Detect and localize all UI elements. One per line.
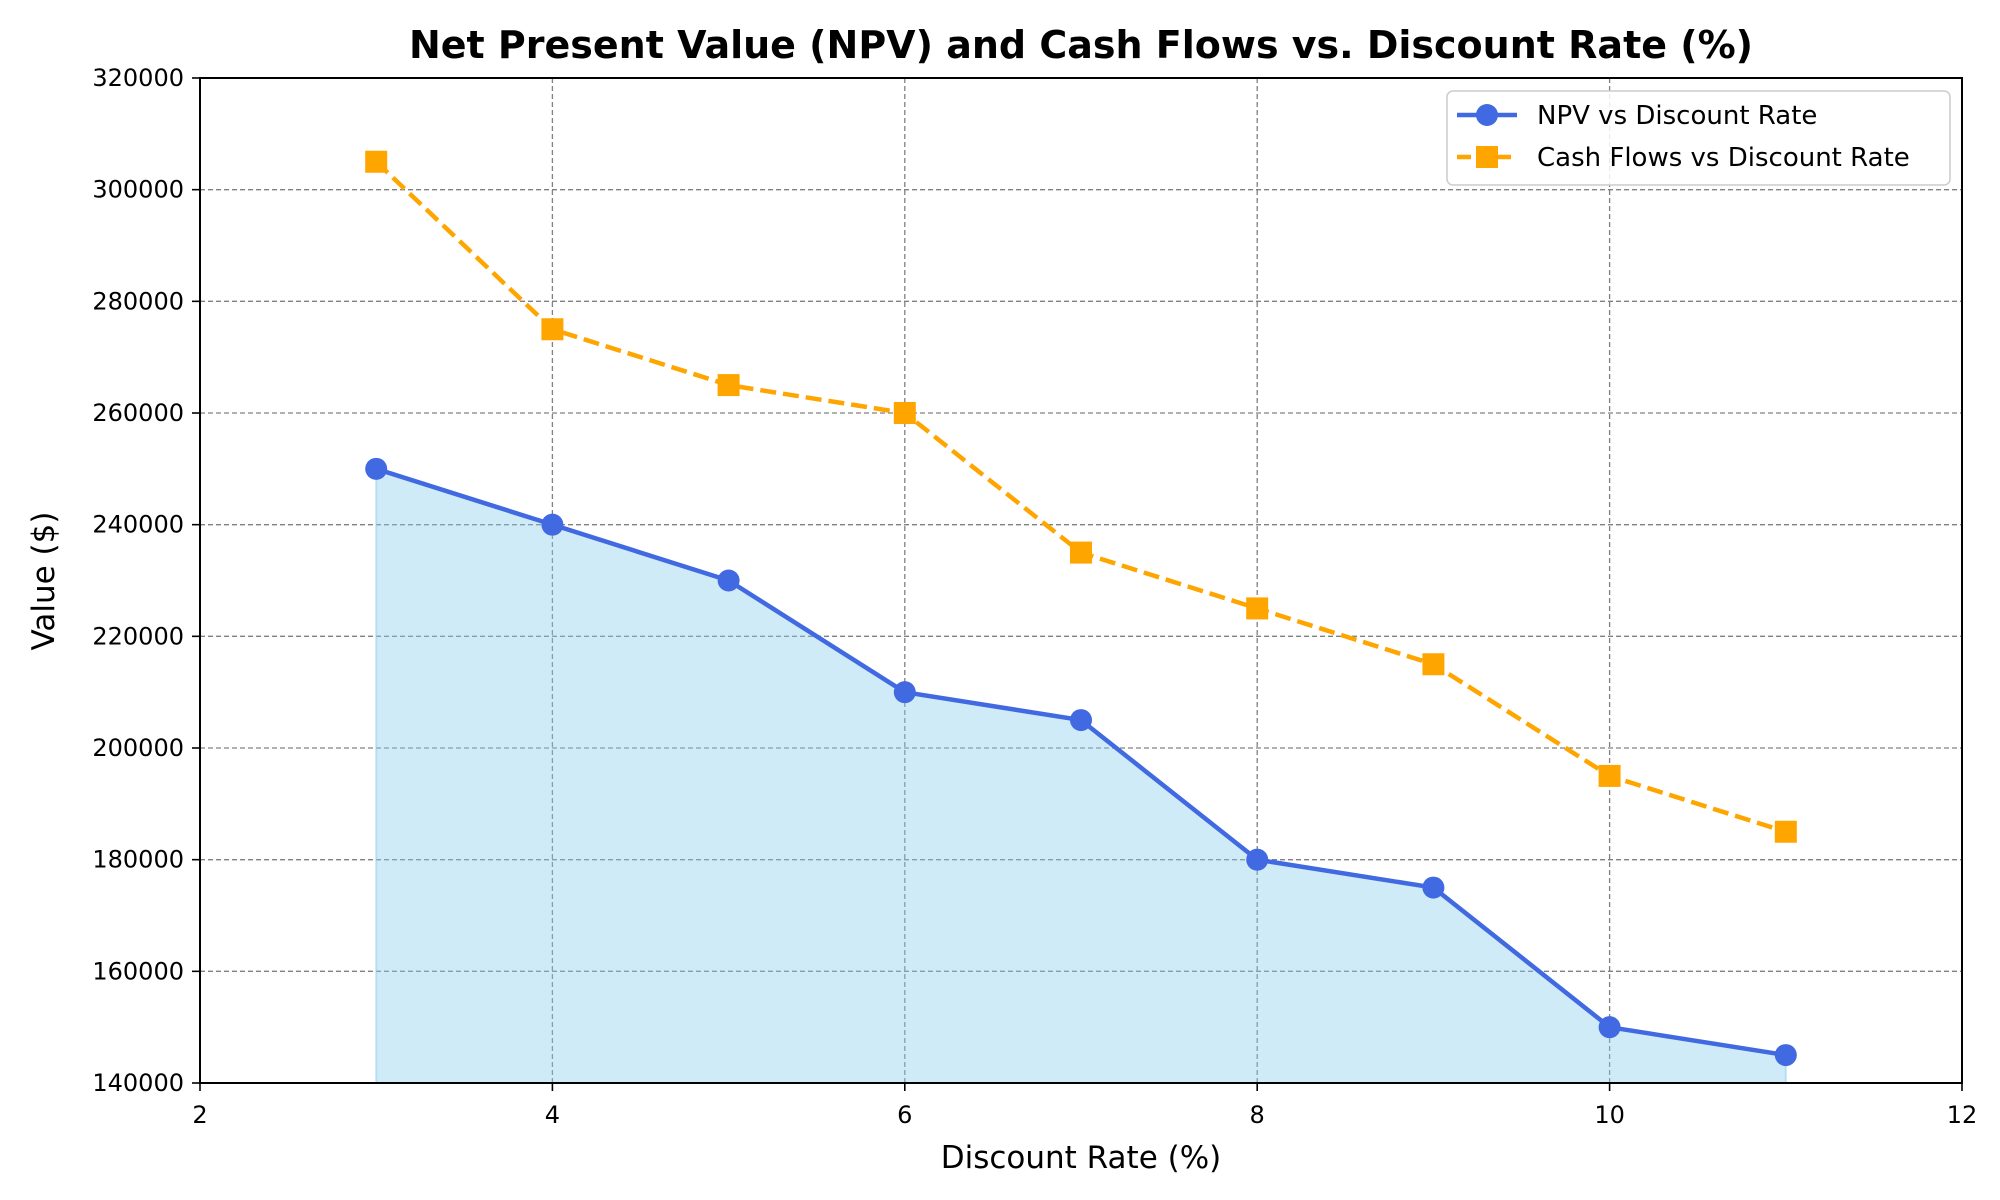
series-point	[365, 457, 388, 480]
series-layer	[365, 150, 1797, 1067]
series-point	[717, 374, 740, 397]
x-tick-label: 8	[1250, 1101, 1265, 1129]
series-point	[1598, 1016, 1621, 1039]
series-point	[1422, 653, 1445, 676]
x-tick-label: 6	[897, 1101, 912, 1129]
series-point	[717, 569, 740, 592]
series-point	[365, 150, 388, 173]
series-point	[1598, 764, 1621, 787]
series-point	[893, 402, 916, 424]
y-tick-label: 140000	[92, 1069, 184, 1097]
y-tick-label: 240000	[92, 511, 184, 539]
series-point	[893, 681, 916, 704]
plot-frame	[199, 77, 1963, 1084]
legend-marker-circle	[1476, 104, 1498, 126]
axes	[199, 77, 1963, 1084]
x-axis-label: Discount Rate (%)	[941, 1140, 1222, 1176]
series-point	[1246, 848, 1269, 871]
y-tick-label: 280000	[92, 287, 184, 315]
y-axis-label: Value ($)	[26, 512, 62, 651]
y-tick-label: 180000	[92, 846, 184, 874]
legend-marker-square	[1476, 146, 1498, 168]
series-point	[1070, 709, 1092, 732]
series-point	[1246, 597, 1269, 620]
legend-label: Cash Flows vs Discount Rate	[1537, 143, 1910, 173]
series-point	[1422, 876, 1445, 899]
y-tick-label: 200000	[92, 734, 184, 762]
tick-labels: 2 4 6 8 10 12 140000 160000 180000 200000 220000 24…	[92, 64, 1977, 1129]
x-tick-label: 10	[1594, 1101, 1625, 1129]
y-tick-label: 320000	[92, 64, 184, 92]
x-tick-label: 12	[1947, 1101, 1978, 1129]
series-point	[541, 513, 564, 536]
series-point	[541, 318, 564, 341]
chart-title: Net Present Value (NPV) and Cash Flows v…	[409, 23, 1753, 67]
legend: NPV vs Discount Rate Cash Flows vs Discou…	[1446, 90, 1951, 186]
y-tick-label: 160000	[92, 957, 184, 985]
legend-box	[1446, 90, 1951, 186]
y-tick-label: 300000	[92, 176, 184, 204]
series-point	[1070, 541, 1092, 564]
x-tick-label: 4	[545, 1101, 560, 1129]
series-point	[1774, 1044, 1797, 1067]
legend-label: NPV vs Discount Rate	[1537, 101, 1817, 131]
y-tick-label: 260000	[92, 399, 184, 427]
x-tick-label: 2	[192, 1101, 207, 1129]
y-tick-label: 220000	[92, 622, 184, 650]
series-point	[1774, 820, 1797, 843]
